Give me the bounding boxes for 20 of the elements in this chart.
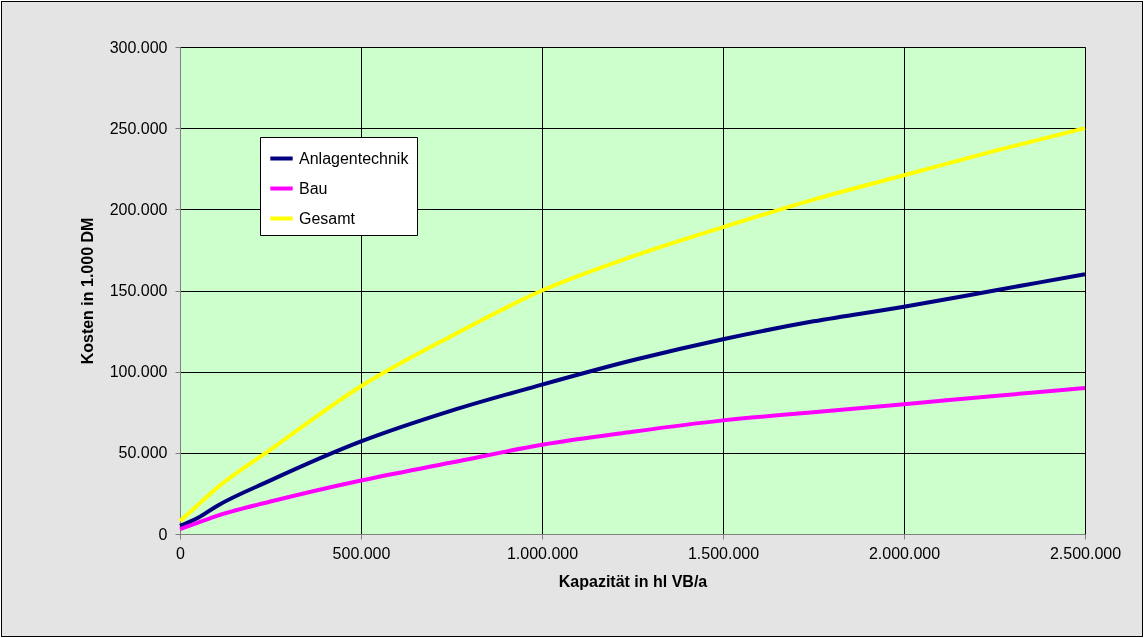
x-axis-title: Kapazität in hl VB/a [558, 572, 708, 590]
y-axis-title: Kosten in 1.000 DM [78, 217, 96, 365]
y-tick-label: 0 [158, 525, 168, 543]
line-series [178, 126, 1087, 524]
y-tick-label: 150.000 [109, 282, 168, 299]
y-tick-label: 200.000 [109, 200, 168, 218]
y-tick-label: 50.000 [118, 444, 168, 462]
y-tick-label: 300.000 [109, 38, 168, 56]
x-tick-label: 0 [176, 544, 186, 562]
x-tick-label: 2.500.000 [1049, 544, 1122, 562]
y-tick-label: 100.000 [109, 363, 168, 381]
legend-label: Anlagentechnik [299, 149, 410, 167]
x-tick-label: 1.000.000 [506, 544, 579, 562]
legend-label: Gesamt [299, 209, 356, 227]
y-tick-label: 250.000 [109, 119, 168, 137]
legend-label: Bau [299, 179, 328, 197]
line-series [178, 272, 1087, 528]
x-tick-label: 500.000 [332, 544, 391, 562]
x-tick-label: 1.500.000 [687, 544, 760, 562]
x-tick-label: 2.000.000 [868, 544, 941, 562]
